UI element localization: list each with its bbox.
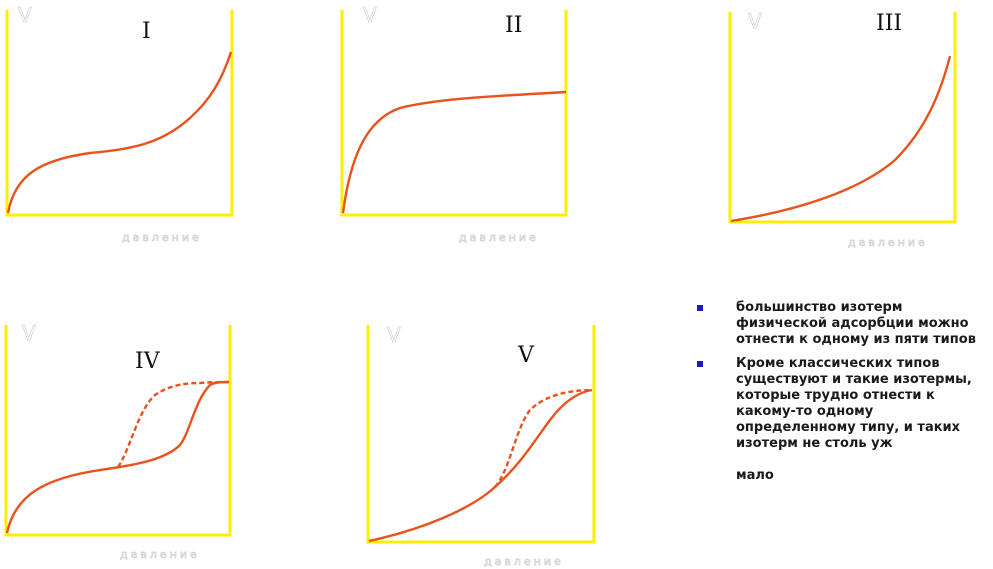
panel-2-x-axis-label: давление: [459, 231, 539, 244]
notes-list: большинство изотерм физической адсорбции…: [688, 300, 988, 492]
panel-type-2: V II давление: [340, 3, 568, 244]
note-text: Кроме классических типов существуют и та…: [736, 356, 972, 451]
panel-4-y-axis-label: V: [22, 321, 36, 345]
panel-3-axes: [728, 12, 957, 224]
panel-5-type-label: V: [517, 343, 535, 368]
panel-4-desorption-curve: [117, 380, 230, 468]
panel-1-y-axis-label: V: [18, 3, 32, 27]
panel-1-x-axis-label: давление: [122, 231, 202, 244]
panel-2-isotherm-curve: [341, 90, 567, 214]
panel-4-x-axis-label: давление: [120, 548, 200, 561]
panel-1-type-label: I: [142, 19, 151, 44]
panel-1-axes: [5, 10, 234, 217]
note-text-tail: мало: [736, 468, 774, 483]
panel-2-axes: [340, 10, 568, 217]
panel-5-desorption-curve: [494, 388, 593, 488]
panel-5-axes: [366, 325, 596, 544]
panel-1-isotherm-curve: [6, 51, 233, 214]
panel-type-4: V IV давление: [4, 321, 232, 561]
note-item: большинство изотерм физической адсорбции…: [688, 300, 988, 348]
panel-3-x-axis-label: давление: [848, 236, 928, 249]
panel-type-1: V I давление: [5, 3, 234, 244]
bullet-square-icon: [697, 305, 703, 311]
panel-5-adsorption-curve: [368, 388, 593, 543]
panel-3-type-label: III: [876, 11, 902, 36]
panel-4-type-label: IV: [135, 349, 161, 374]
panel-type-5: V V давление: [366, 323, 596, 568]
panel-5-x-axis-label: давление: [484, 555, 564, 568]
panel-3-y-axis-label: V: [748, 9, 762, 33]
note-text: большинство изотерм физической адсорбции…: [736, 300, 976, 347]
panel-2-type-label: II: [505, 13, 522, 38]
panel-4-adsorption-curve: [5, 380, 230, 534]
panel-2-y-axis-label: V: [363, 3, 377, 27]
panel-type-3: V III давление: [728, 9, 957, 249]
panel-5-y-axis-label: V: [387, 323, 401, 347]
panel-3-isotherm-curve: [730, 55, 952, 223]
panel-4-axes: [4, 325, 232, 537]
note-item: Кроме классических типов существуют и та…: [688, 356, 988, 484]
bullet-square-icon: [697, 361, 703, 367]
